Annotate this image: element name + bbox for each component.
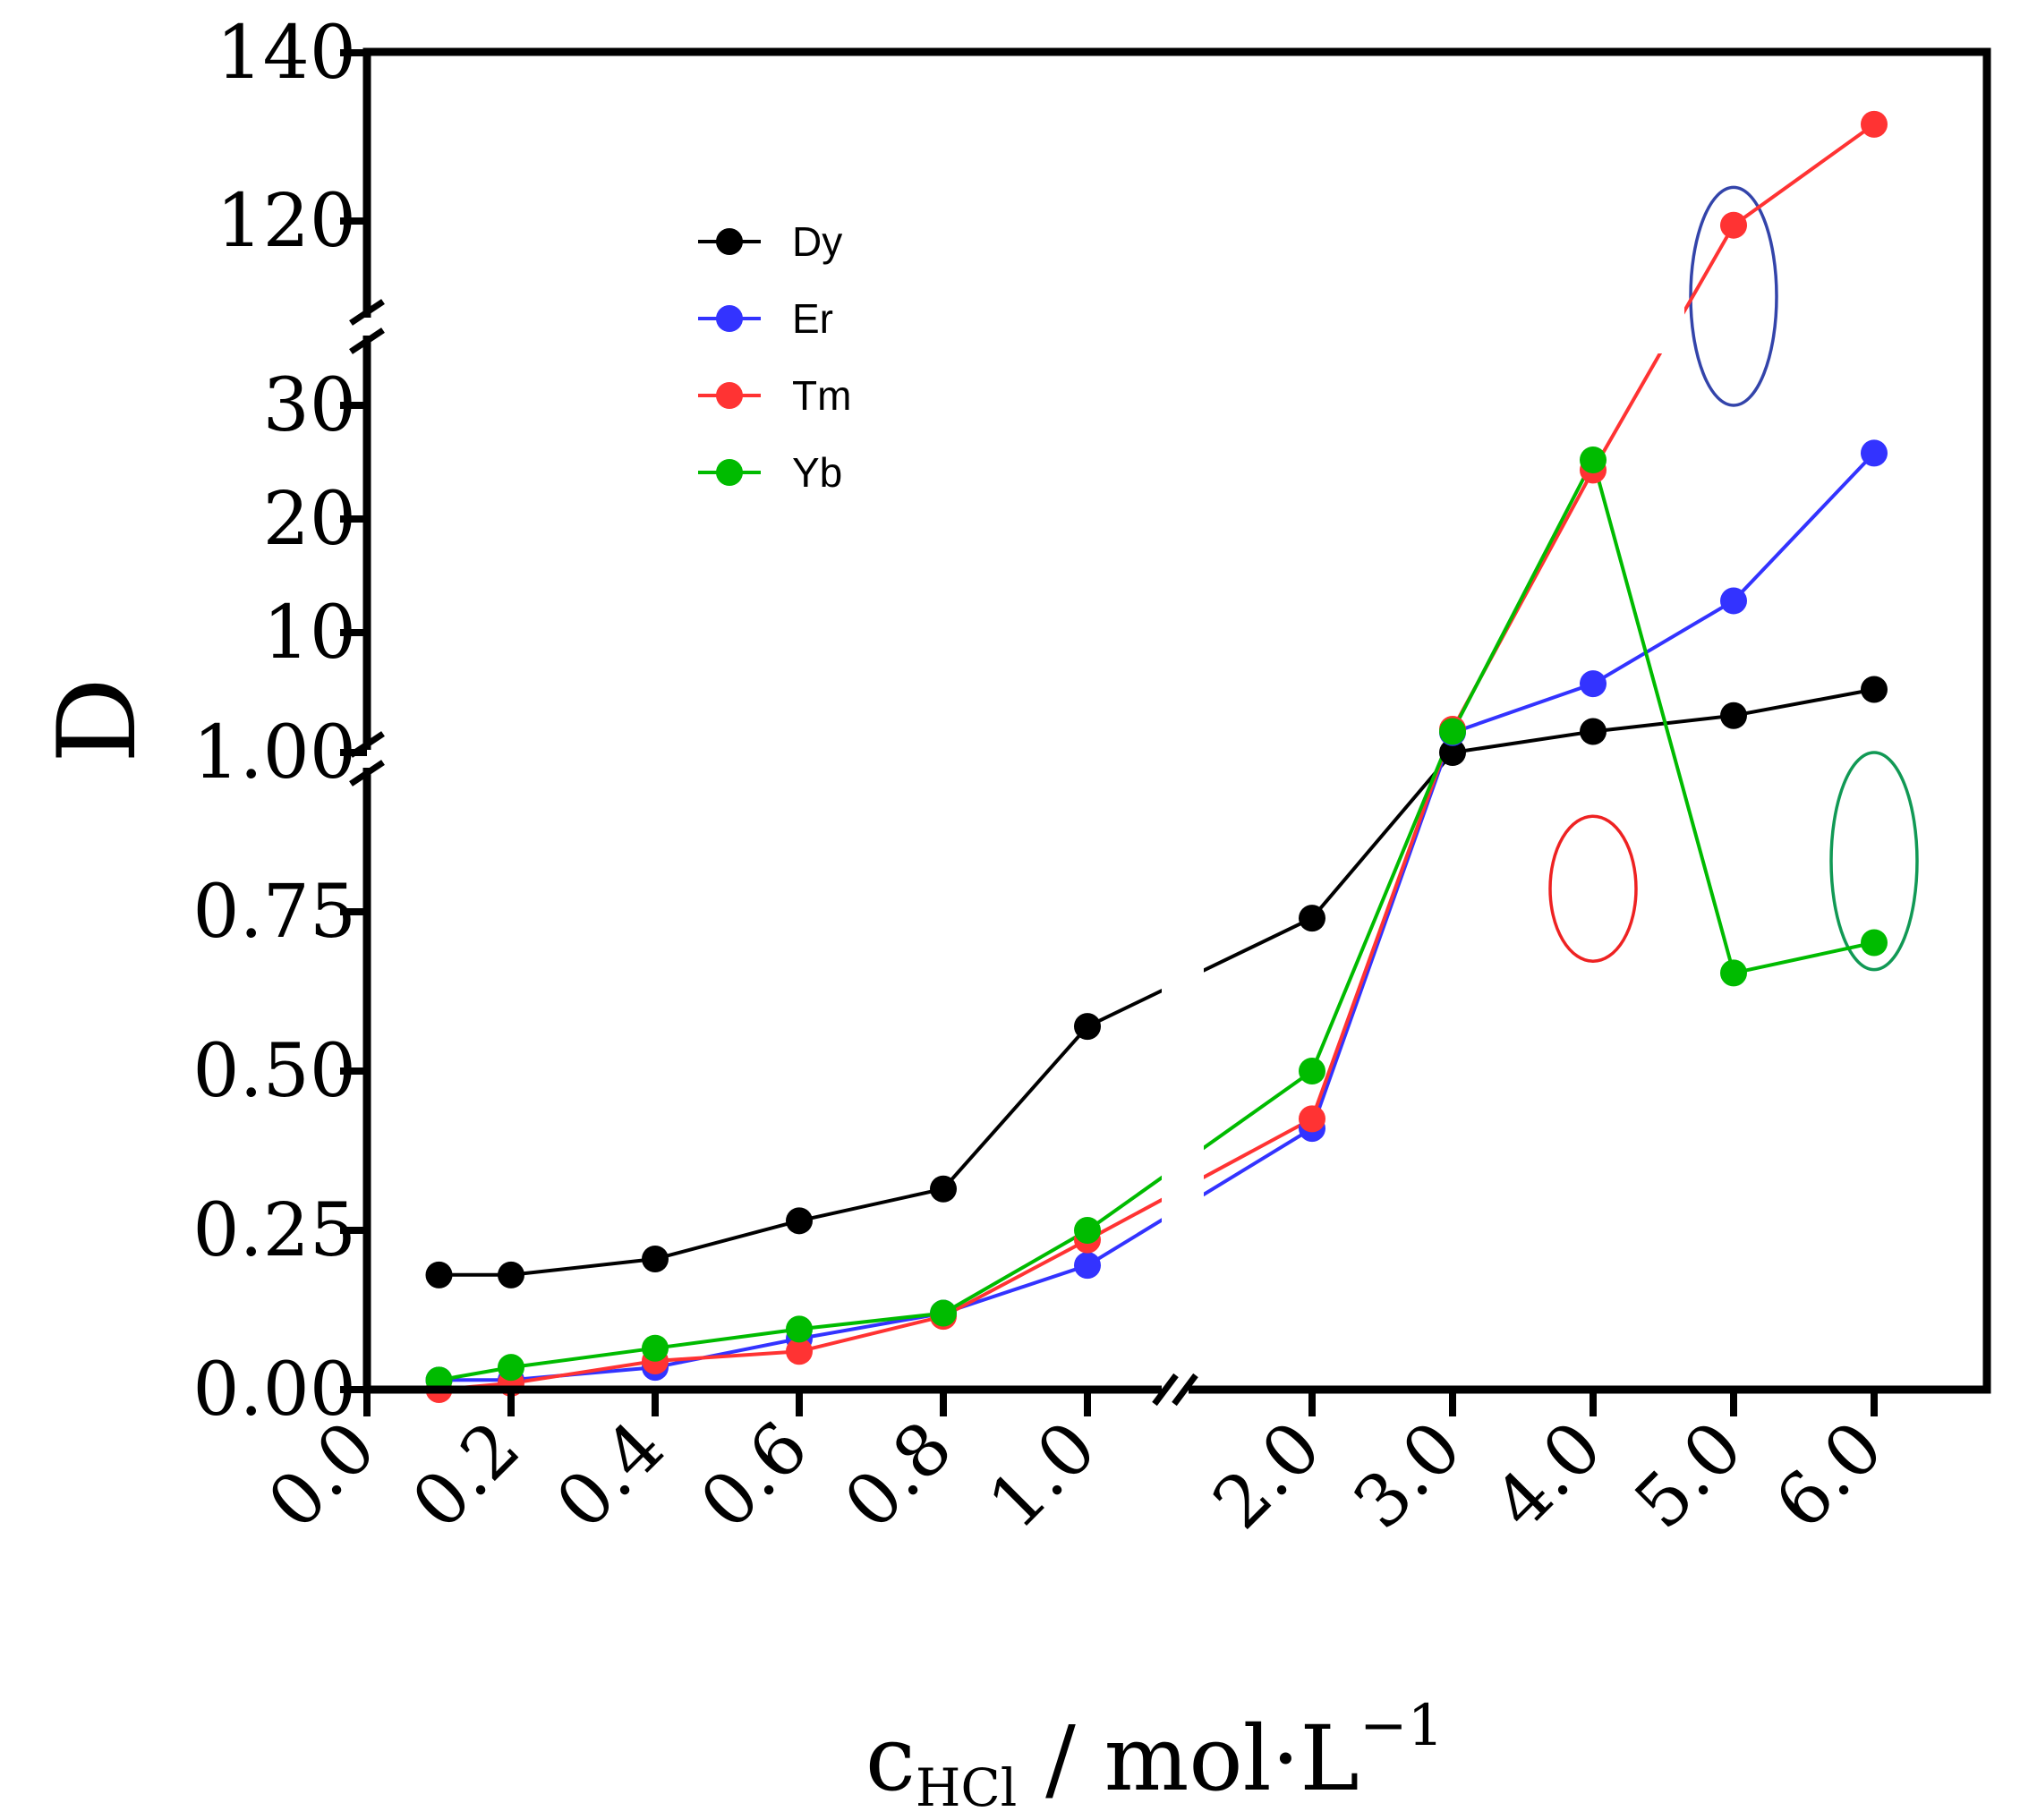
y-break-gap-0 — [354, 318, 379, 336]
point-er-4 — [1580, 670, 1607, 698]
point-yb-5 — [1720, 959, 1747, 987]
x-tick-label-2: 0.4 — [541, 1406, 680, 1545]
legend-label-er: Er — [792, 295, 833, 342]
point-yb-0.8 — [930, 1299, 957, 1327]
legend-label-dy: Dy — [792, 218, 842, 265]
point-tm-2 — [1299, 1105, 1325, 1133]
point-dy-2 — [1299, 905, 1325, 932]
point-dy-1 — [1074, 1013, 1101, 1041]
series-line-yb — [439, 458, 1875, 1382]
point-yb-0.4 — [642, 1334, 669, 1362]
y-tick-label-9: 140 — [216, 11, 356, 96]
legend-label-yb: Yb — [792, 449, 842, 496]
y-tick-label-4: 1.00 — [192, 710, 356, 795]
x-tick-label-7: 3.0 — [1338, 1406, 1478, 1545]
x-axis-title-sub: HCl — [916, 1757, 1018, 1818]
y-tick-label-1: 0.25 — [192, 1188, 356, 1273]
point-dy-6 — [1861, 676, 1888, 703]
x-tick-label-6: 2.0 — [1198, 1406, 1337, 1545]
point-dy-0.4 — [642, 1246, 669, 1273]
point-tm-0.6 — [786, 1338, 813, 1365]
x-tick-label-4: 0.8 — [829, 1406, 968, 1545]
annotation-ellipse-0 — [1548, 814, 1638, 963]
point-dy-0.6 — [786, 1207, 813, 1235]
point-yb-6 — [1861, 929, 1888, 957]
y-tick-label-7: 30 — [263, 363, 356, 448]
point-yb-0.2 — [498, 1354, 524, 1382]
point-dy-4 — [1580, 718, 1607, 745]
legend-marker-tm — [716, 382, 743, 409]
point-dy-0.8 — [930, 1175, 957, 1203]
y-tick-label-8: 120 — [216, 179, 356, 264]
point-yb-0.6 — [786, 1315, 813, 1343]
point-dy-0.2 — [498, 1261, 524, 1288]
x-break-mark-b — [1172, 1373, 1198, 1407]
x-tick-label-1: 0.2 — [396, 1406, 536, 1545]
legend-marker-yb — [716, 459, 743, 486]
x-axis-title-unit: / mol·L — [1017, 1706, 1359, 1811]
point-er-5 — [1720, 587, 1747, 615]
series-line-dy — [439, 687, 1875, 1277]
y-tick-label-0: 0.00 — [192, 1348, 356, 1433]
point-yb-3 — [1439, 718, 1466, 745]
x-break-gap — [1162, 957, 1204, 1244]
y-tick-label-3: 0.75 — [192, 870, 356, 955]
legend-marker-er — [716, 305, 743, 332]
point-dy-5 — [1720, 702, 1747, 729]
y-break-gap-tm — [1654, 304, 1684, 353]
annotation-ellipse-1 — [1689, 185, 1778, 407]
series-points — [425, 110, 1888, 1403]
legend: Dy Er Tm Yb — [698, 218, 851, 496]
point-tm-5 — [1720, 211, 1747, 239]
x-axis-title-sup: −1 — [1359, 1693, 1444, 1759]
point-yb-4 — [1580, 446, 1607, 473]
annotations-layer — [1548, 185, 1919, 972]
x-tick-label-10: 6.0 — [1760, 1406, 1899, 1545]
x-tick-label-8: 4.0 — [1479, 1406, 1618, 1545]
y-break-mark-b-1 — [349, 760, 385, 787]
point-er-1 — [1074, 1252, 1101, 1280]
point-er-6 — [1861, 439, 1888, 467]
legend-marker-dy — [716, 228, 743, 255]
x-tick-label-5: 1.0 — [973, 1406, 1112, 1545]
point-dy-3 — [1439, 739, 1466, 766]
point-yb-2 — [1299, 1058, 1325, 1084]
x-tick-label-9: 5.0 — [1619, 1406, 1759, 1545]
x-axis-title-main: c — [865, 1706, 916, 1811]
x-axis-title: cHCl / mol·L−1 — [865, 1693, 1444, 1818]
point-tm-6 — [1861, 110, 1888, 138]
point-yb-1 — [1074, 1217, 1101, 1244]
y-tick-label-5: 10 — [263, 591, 356, 676]
x-tick-label-3: 0.6 — [685, 1406, 824, 1545]
y-tick-label-6: 20 — [263, 477, 356, 562]
x-break-mark-a — [1152, 1373, 1179, 1407]
plot-frame — [349, 47, 1991, 1407]
point-dy-0.1 — [425, 1261, 453, 1288]
annotation-ellipse-2 — [1829, 751, 1919, 972]
y-break-mark-b-0 — [349, 327, 385, 354]
series-line-er — [439, 451, 1876, 1382]
legend-label-tm: Tm — [792, 372, 851, 419]
y-tick-label-2: 0.50 — [192, 1029, 356, 1114]
y-axis-title: D — [36, 677, 160, 763]
y-break-mark-a-0 — [349, 299, 385, 326]
